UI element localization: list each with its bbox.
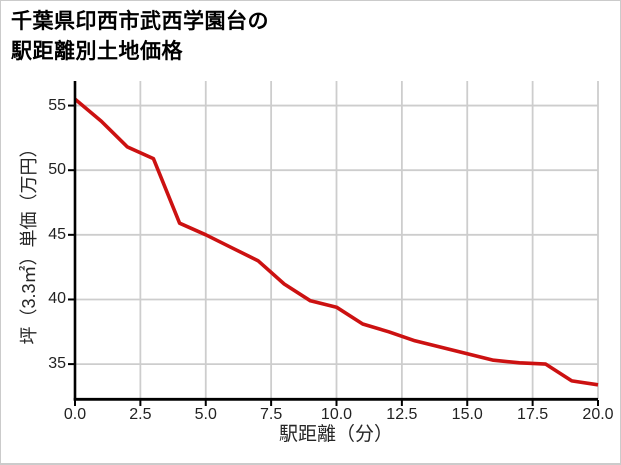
x-tick-label: 15.0 [451, 406, 483, 423]
y-tick-label: 40 [48, 290, 66, 308]
y-tick-label: 55 [48, 96, 66, 114]
chart-title: 千葉県印西市武西学園台の 駅距離別土地価格 [11, 7, 269, 67]
y-axis-title: 坪（3.3㎡）単価（万円） [19, 139, 39, 345]
chart-title-line2: 駅距離別土地価格 [11, 40, 183, 63]
x-axis-title: 駅距離（分） [278, 424, 394, 445]
y-tick-label: 35 [48, 355, 66, 373]
x-tick-label: 2.5 [129, 406, 152, 423]
x-tick-label: 7.5 [260, 406, 283, 423]
x-tick-label: 20.0 [582, 406, 614, 423]
y-tick-label: 50 [48, 161, 66, 179]
x-tick-label: 12.5 [386, 406, 418, 423]
chart-title-line1: 千葉県印西市武西学園台の [11, 10, 269, 33]
x-tick-label: 5.0 [194, 406, 217, 423]
x-tick-label: 0.0 [63, 406, 87, 423]
x-tick-label: 10.0 [320, 406, 353, 423]
y-tick-label: 45 [48, 225, 66, 243]
price-data-line [73, 97, 599, 387]
x-tick-label: 17.5 [517, 406, 549, 423]
